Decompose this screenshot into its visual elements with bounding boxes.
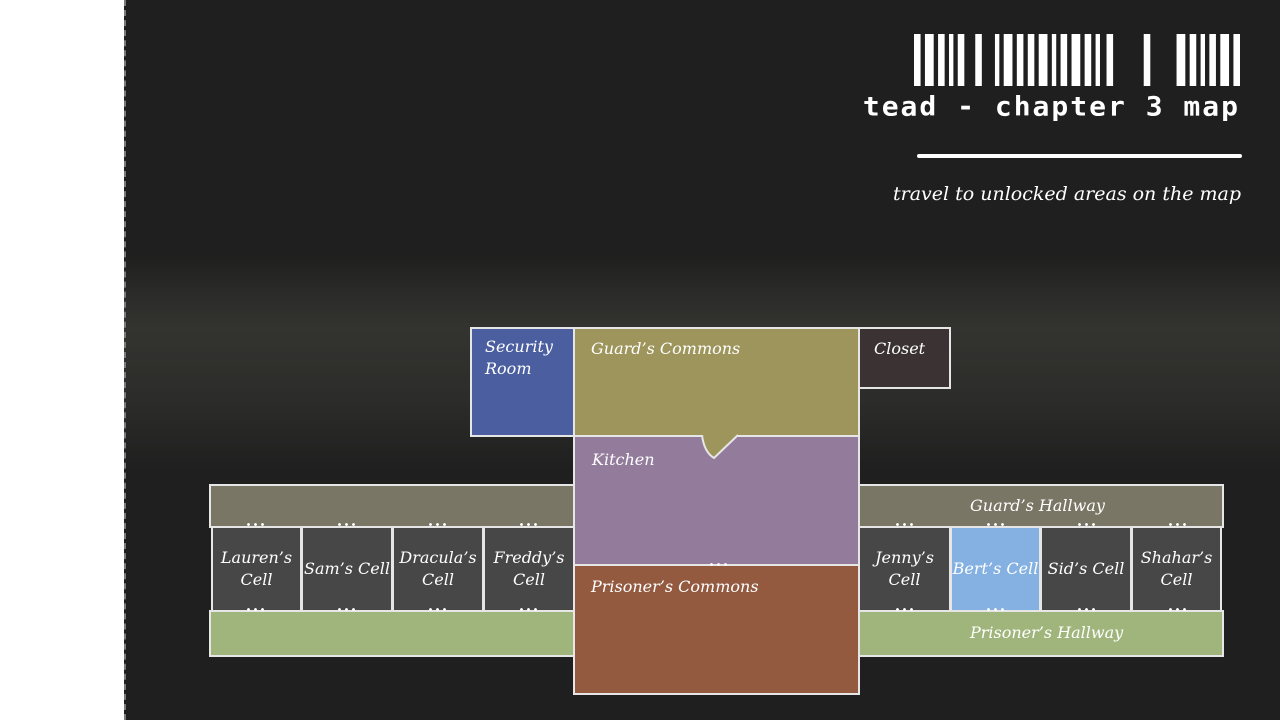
cell-laurens-cell[interactable]: Lauren’s Cell bbox=[211, 526, 302, 612]
room-label: Prisoner’s Hallway bbox=[970, 623, 1124, 642]
cell-label: Freddy’s Cell bbox=[493, 548, 565, 589]
cell-label: Lauren’s Cell bbox=[220, 548, 293, 589]
door-marker bbox=[894, 608, 916, 611]
room-label: Guard’s Commons bbox=[591, 339, 741, 358]
cell-label: Jenny’s Cell bbox=[875, 548, 934, 589]
cell-label: Sam’s Cell bbox=[304, 559, 390, 578]
barcode-logo-icon bbox=[914, 34, 1240, 86]
cell-jennys-cell[interactable]: Jenny’s Cell bbox=[858, 526, 951, 612]
door-marker bbox=[427, 608, 449, 611]
door-marker bbox=[894, 523, 916, 526]
door-marker bbox=[245, 523, 267, 526]
left-margin bbox=[0, 0, 124, 720]
cell-draculas-cell[interactable]: Dracula’s Cell bbox=[392, 526, 484, 612]
door-marker bbox=[985, 523, 1007, 526]
room-security-room[interactable]: Security Room bbox=[470, 327, 576, 437]
door-marker bbox=[708, 563, 730, 566]
map-title: tead - chapter 3 map bbox=[862, 90, 1240, 123]
cell-label: Bert’s Cell bbox=[952, 559, 1039, 578]
map-instruction: travel to unlocked areas on the map bbox=[893, 183, 1241, 205]
door-marker bbox=[985, 608, 1007, 611]
cell-label: Shahar’s Cell bbox=[1140, 548, 1213, 589]
door-marker bbox=[1076, 608, 1098, 611]
room-label: Kitchen bbox=[592, 450, 655, 469]
room-label: Guard’s Hallway bbox=[970, 496, 1105, 515]
door-marker bbox=[245, 608, 267, 611]
door-marker bbox=[518, 523, 540, 526]
cell-freddys-cell[interactable]: Freddy’s Cell bbox=[483, 526, 575, 612]
door-marker bbox=[1076, 523, 1098, 526]
cell-sams-cell[interactable]: Sam’s Cell bbox=[301, 526, 393, 612]
cell-sids-cell[interactable]: Sid’s Cell bbox=[1040, 526, 1132, 612]
door-marker bbox=[518, 608, 540, 611]
room-kitchen[interactable]: Kitchen bbox=[573, 435, 860, 567]
cell-berts-cell[interactable]: Bert’s Cell bbox=[950, 526, 1041, 612]
room-label: Prisoner’s Commons bbox=[591, 577, 759, 596]
doorway-arrow-icon bbox=[701, 434, 739, 460]
door-marker bbox=[336, 608, 358, 611]
door-marker bbox=[336, 523, 358, 526]
room-label: Closet bbox=[874, 339, 926, 358]
door-marker bbox=[1167, 523, 1189, 526]
room-prisoners-commons[interactable]: Prisoner’s Commons bbox=[573, 564, 860, 695]
cell-shahars-cell[interactable]: Shahar’s Cell bbox=[1131, 526, 1222, 612]
door-marker bbox=[1167, 608, 1189, 611]
room-label: Security Room bbox=[485, 337, 553, 378]
room-guards-commons[interactable]: Guard’s Commons bbox=[573, 327, 860, 437]
room-closet[interactable]: Closet bbox=[858, 327, 951, 389]
door-marker bbox=[427, 523, 449, 526]
title-underline bbox=[917, 154, 1242, 158]
cell-label: Sid’s Cell bbox=[1047, 559, 1125, 578]
cell-label: Dracula’s Cell bbox=[399, 548, 477, 589]
